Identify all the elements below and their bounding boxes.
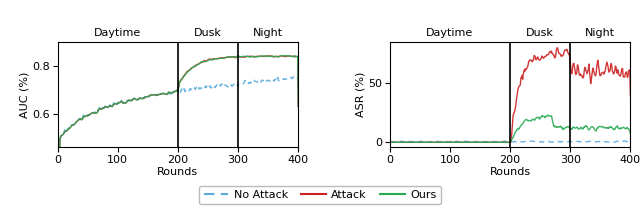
Text: Dusk: Dusk (194, 28, 222, 38)
Y-axis label: AUC (%): AUC (%) (19, 71, 29, 118)
X-axis label: Rounds: Rounds (157, 167, 198, 177)
Text: Daytime: Daytime (426, 28, 474, 38)
X-axis label: Rounds: Rounds (490, 167, 531, 177)
Legend: No Attack, Attack, Ours: No Attack, Attack, Ours (199, 186, 441, 205)
Text: Daytime: Daytime (94, 28, 141, 38)
Text: Night: Night (253, 28, 284, 38)
Text: Night: Night (585, 28, 616, 38)
Y-axis label: ASR (%): ASR (%) (355, 72, 365, 117)
Text: Dusk: Dusk (526, 28, 554, 38)
